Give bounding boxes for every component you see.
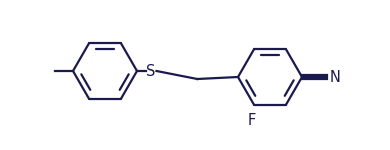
Text: N: N	[330, 69, 341, 84]
Text: S: S	[146, 63, 156, 78]
Text: F: F	[248, 113, 256, 128]
